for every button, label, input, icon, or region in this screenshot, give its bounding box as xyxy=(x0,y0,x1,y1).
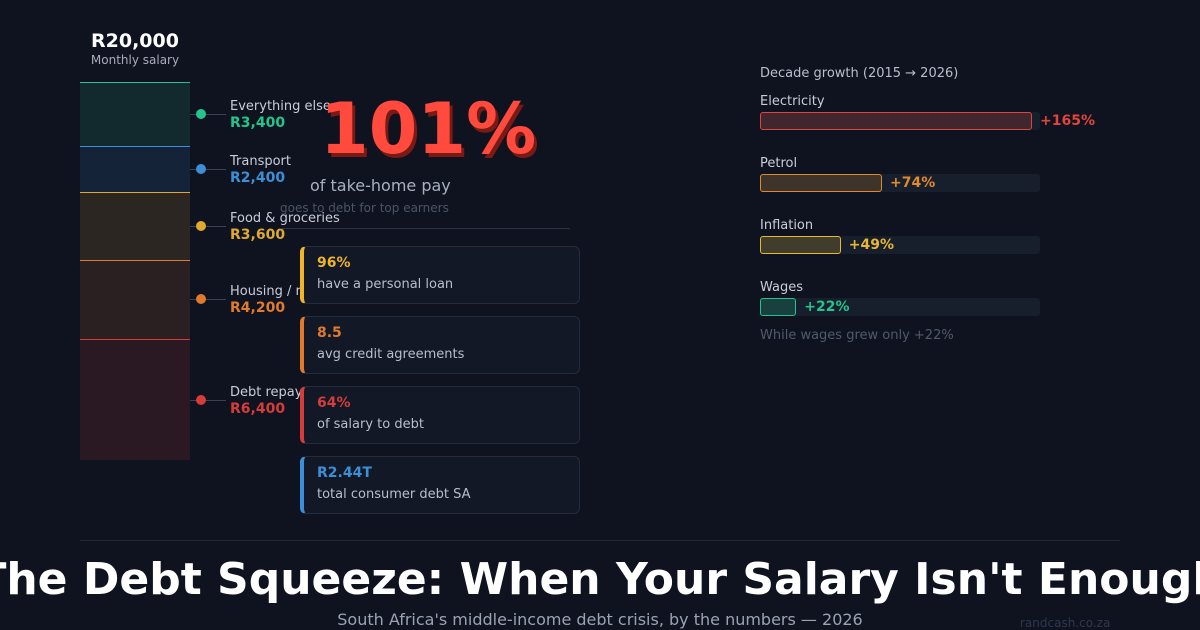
divider xyxy=(280,228,570,229)
growth-title: Decade growth (2015 → 2026) xyxy=(760,66,959,81)
growth-note: While wages grew only +22% xyxy=(760,328,954,343)
growth-value: +74% xyxy=(889,175,936,191)
growth-track xyxy=(760,298,1040,316)
dot xyxy=(196,294,206,305)
connector xyxy=(190,399,226,401)
growth-value: +49% xyxy=(848,237,895,253)
stat-value: 8.5 xyxy=(317,325,342,341)
growth-name: Inflation xyxy=(760,218,814,233)
stat-value: 96% xyxy=(317,255,351,271)
stat-text: total consumer debt SA xyxy=(317,487,471,502)
headline-note: goes to debt for top earners xyxy=(280,201,449,215)
salary-caption: Monthly salary xyxy=(90,53,180,67)
segment-name: Transport xyxy=(230,153,292,169)
segment-value: R4,200 xyxy=(230,300,286,317)
segment-value: R3,400 xyxy=(230,115,286,132)
segment-value: R2,400 xyxy=(230,169,286,186)
salary-segment xyxy=(80,259,190,340)
growth-bar xyxy=(760,298,797,316)
connector xyxy=(190,225,226,227)
headline-text: of take-home pay xyxy=(310,176,451,195)
connector xyxy=(190,299,226,301)
growth-value: +165% xyxy=(1040,113,1095,129)
growth-track xyxy=(760,236,1040,254)
dot xyxy=(196,220,206,231)
stat-card: 64% of salary to debt xyxy=(300,386,580,444)
segment-value: R6,400 xyxy=(230,400,286,417)
salary-segment xyxy=(80,82,190,147)
stat-card: R2.44T total consumer debt SA xyxy=(300,456,580,514)
stat-value: R2.44T xyxy=(317,465,372,481)
headline-value: 101% xyxy=(320,88,537,170)
stat-value: 64% xyxy=(317,395,351,411)
source: randcash.co.za xyxy=(1020,616,1111,630)
stat-text: have a personal loan xyxy=(317,277,454,292)
stat-text: of salary to debt xyxy=(317,417,424,432)
growth-name: Petrol xyxy=(760,156,798,171)
growth-track xyxy=(760,174,1040,192)
dot xyxy=(196,394,206,405)
stat-card: 96% have a personal loan xyxy=(300,246,580,304)
connector xyxy=(190,114,226,116)
growth-track xyxy=(760,112,1040,130)
growth-bar xyxy=(760,236,841,254)
stat-card: 8.5 avg credit agreements xyxy=(300,316,580,374)
growth-name: Electricity xyxy=(760,94,825,109)
connector xyxy=(190,168,226,170)
footer-rule xyxy=(80,540,1120,541)
growth-bar xyxy=(760,112,1032,130)
growth-bar xyxy=(760,174,882,192)
salary-segment xyxy=(80,146,190,192)
segment-name: Everything else xyxy=(230,99,331,115)
salary-total: R20,000 xyxy=(91,30,179,52)
dot xyxy=(196,163,206,174)
salary-segment xyxy=(80,191,190,260)
growth-name: Wages xyxy=(760,280,804,295)
segment-name: Housing / rent xyxy=(230,284,322,300)
dot xyxy=(196,109,206,120)
growth-value: +22% xyxy=(804,299,850,315)
subtitle: South Africa's middle-income debt crisis… xyxy=(337,610,863,629)
stat-text: avg credit agreements xyxy=(317,347,465,362)
title: The Debt Squeeze: When Your Salary Isn't… xyxy=(0,554,1200,605)
segment-name: Food & groceries xyxy=(230,210,340,226)
salary-segment xyxy=(80,339,190,460)
segment-value: R3,600 xyxy=(230,226,286,243)
